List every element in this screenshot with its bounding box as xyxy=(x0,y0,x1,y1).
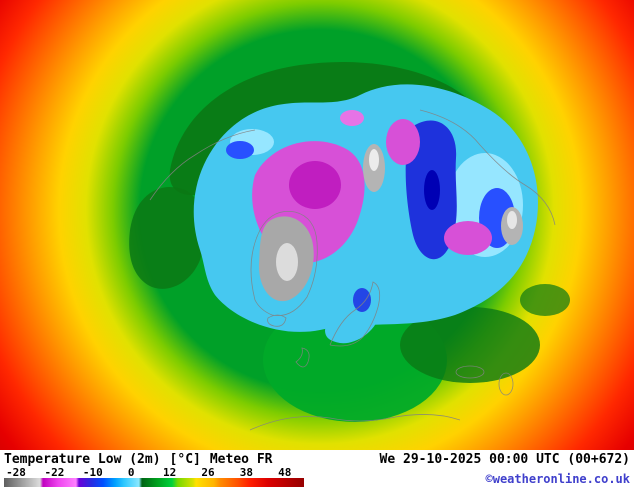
map-title: Temperature Low (2m) [°C] Meteo FR xyxy=(4,452,281,467)
dark-blue-core xyxy=(424,170,440,210)
model-name: Meteo FR xyxy=(209,451,273,467)
asia-dark-green xyxy=(520,284,570,316)
footer-title-row: Temperature Low (2m) [°C] Meteo FR We 29-1… xyxy=(4,451,630,467)
unit-label: [°C] xyxy=(169,451,201,467)
legend-labels: -28 -22 -10 0 12 26 38 48 xyxy=(4,467,304,478)
legend-label: 0 xyxy=(127,466,135,479)
coast-greenland xyxy=(250,211,318,316)
coast-iceland xyxy=(267,314,287,327)
arctic-cold-pool xyxy=(193,84,538,344)
legend-label: 26 xyxy=(201,466,215,479)
coastlines xyxy=(149,109,556,431)
coast-caspian xyxy=(498,372,514,396)
coast-mediterranean xyxy=(249,414,461,431)
legend-label: -28 xyxy=(6,466,26,479)
magenta-small xyxy=(340,110,364,126)
legend-label: 48 xyxy=(278,466,292,479)
blue-patch-west xyxy=(226,141,254,159)
legend-label: 12 xyxy=(162,466,177,479)
coast-north-america xyxy=(149,129,256,201)
footer: Temperature Low (2m) [°C] Meteo FR We 29-1… xyxy=(0,450,634,490)
legend-label: 38 xyxy=(239,466,254,479)
legend-bar xyxy=(4,478,304,487)
russia-dark-green xyxy=(400,307,540,383)
magenta-east xyxy=(444,221,492,255)
temperature-map xyxy=(0,0,634,450)
footer-legend-row: -28 -22 -10 0 12 26 38 48 ©weatheronline… xyxy=(4,467,630,489)
legend-label: -22 xyxy=(44,466,65,479)
gray-patch-east-light xyxy=(507,211,517,229)
copyright: ©weatheronline.co.uk xyxy=(485,472,631,486)
scandinavia-blue xyxy=(353,288,371,312)
temperature-legend: -28 -22 -10 0 12 26 38 48 xyxy=(4,467,304,489)
magenta-north xyxy=(386,119,420,165)
coast-uk xyxy=(295,347,310,368)
coast-siberia xyxy=(419,109,556,226)
valid-datetime: We 29-10-2025 00:00 UTC (00+672) xyxy=(379,451,630,467)
legend-label: -10 xyxy=(82,466,103,479)
gray-patch-taymyr-light xyxy=(369,149,379,171)
product-name: Temperature Low (2m) xyxy=(4,451,161,467)
greenland-icecap-light xyxy=(276,243,298,281)
coast-black-sea xyxy=(455,365,485,379)
coast-scandinavia xyxy=(329,281,381,347)
temperature-map-svg xyxy=(0,0,634,450)
magenta-core xyxy=(289,161,341,209)
america-dark-green xyxy=(129,186,205,289)
